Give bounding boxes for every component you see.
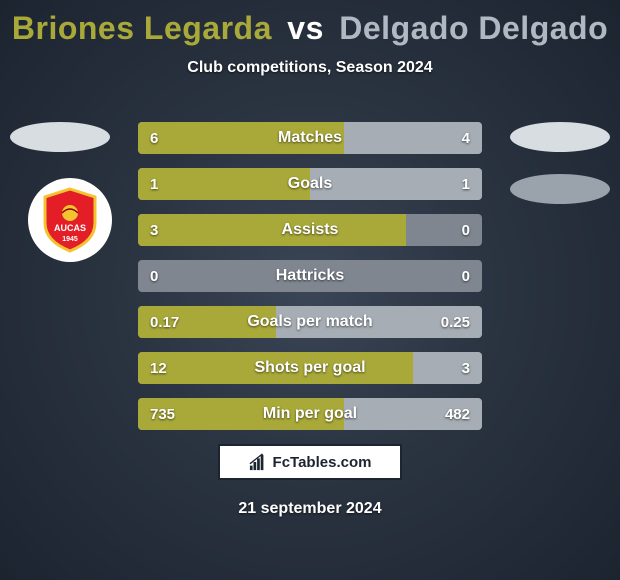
subtitle: Club competitions, Season 2024 [0, 59, 620, 77]
player1-name: Briones Legarda [12, 10, 272, 46]
left-ellipse-decoration [10, 122, 110, 152]
footer-attribution: FcTables.com [218, 444, 402, 480]
club-logo: AUCAS 1945 [28, 178, 112, 262]
stat-row: 00Hattricks [138, 260, 482, 292]
right-ellipse-decoration [510, 122, 610, 152]
stat-row: 64Matches [138, 122, 482, 154]
stat-row: 123Shots per goal [138, 352, 482, 384]
right-ellipse-decoration-2 [510, 174, 610, 204]
club-name-text: AUCAS [54, 223, 86, 233]
comparison-title: Briones Legarda vs Delgado Delgado [0, 0, 620, 47]
stat-label: Hattricks [138, 260, 482, 292]
fctables-logo-icon [249, 453, 267, 471]
club-year-text: 1945 [62, 236, 78, 243]
footer-text: FcTables.com [273, 454, 372, 471]
stat-label: Min per goal [138, 398, 482, 430]
stat-row: 30Assists [138, 214, 482, 246]
stat-row: 735482Min per goal [138, 398, 482, 430]
stat-row: 11Goals [138, 168, 482, 200]
stat-label: Matches [138, 122, 482, 154]
stat-label: Goals per match [138, 306, 482, 338]
player2-name: Delgado Delgado [339, 10, 608, 46]
club-shield-icon: AUCAS 1945 [40, 187, 100, 253]
vs-text: vs [287, 10, 324, 46]
stat-label: Goals [138, 168, 482, 200]
stat-bars: 64Matches 11Goals 30Assists 00Hattricks 0.17… [138, 122, 482, 444]
date-text: 21 september 2024 [0, 500, 620, 518]
stat-row: 0.170.25Goals per match [138, 306, 482, 338]
stat-label: Shots per goal [138, 352, 482, 384]
stat-label: Assists [138, 214, 482, 246]
